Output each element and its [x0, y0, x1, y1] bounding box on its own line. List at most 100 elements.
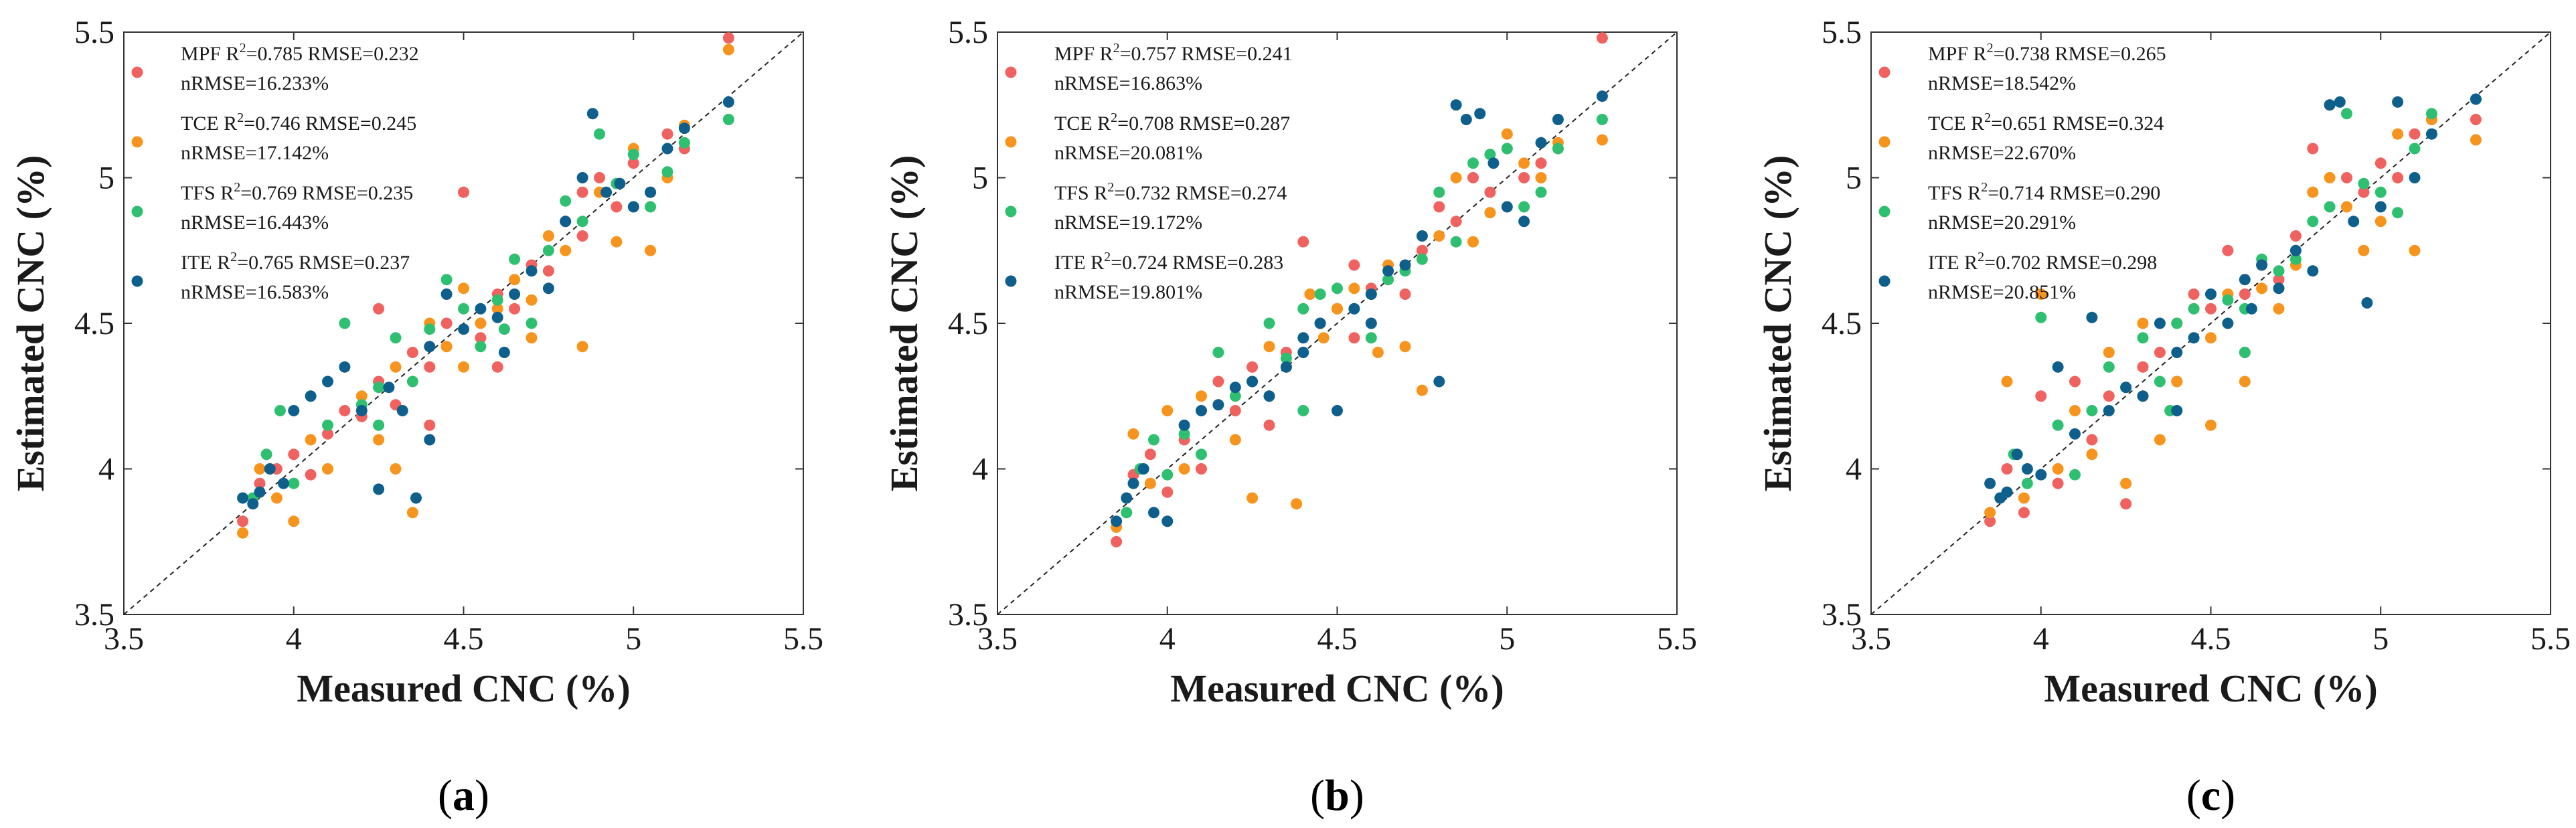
data-point-ite [1297, 332, 1309, 344]
data-point-tce [1484, 207, 1496, 219]
legend-nrmse-line: nRMSE=20.291% [1928, 212, 2076, 234]
data-point-ite [440, 288, 453, 300]
data-point-tce [1127, 428, 1139, 440]
data-point-ite [424, 341, 436, 353]
data-point-ite [1263, 390, 1275, 402]
y-tick-label: 4.5 [948, 306, 988, 341]
data-point-mpf [339, 405, 351, 416]
legend-marker [1005, 205, 1017, 218]
data-point-ite [1450, 99, 1462, 111]
data-point-mpf [661, 128, 673, 140]
legend-stats-line: TCE R2=0.746 RMSE=0.245 [181, 110, 416, 135]
panel-label: (a) [438, 771, 489, 820]
data-point-ite [1535, 137, 1547, 149]
legend-marker [1005, 275, 1017, 287]
legend-marker [1878, 66, 1890, 78]
legend-marker [1005, 136, 1017, 148]
data-point-tce [509, 274, 521, 286]
data-point-ite [526, 265, 538, 277]
panel-label: (b) [1310, 771, 1364, 820]
data-point-ite [1474, 108, 1486, 120]
data-point-ite [254, 486, 266, 498]
data-point-tfs [2171, 317, 2183, 329]
data-point-tfs [2021, 477, 2033, 489]
x-tick-label: 4.5 [444, 621, 484, 657]
data-point-ite [1280, 361, 1292, 373]
data-point-tfs [1178, 428, 1190, 440]
data-point-ite [2334, 96, 2346, 108]
data-point-tfs [491, 294, 503, 306]
legend-stats-line: TFS R2=0.769 RMSE=0.235 [181, 180, 413, 204]
data-point-ite [1297, 347, 1309, 358]
data-point-tce [1433, 230, 1445, 242]
data-point-mpf [627, 157, 639, 169]
data-point-tce [2239, 376, 2251, 388]
data-point-ite [396, 405, 408, 416]
data-point-tfs [678, 137, 690, 149]
data-point-tfs [1484, 149, 1496, 161]
data-point-ite [1137, 463, 1149, 475]
legend-entry-tfs: TFS R2=0.714 RMSE=0.290 nRMSE=20.291% [1878, 180, 2160, 234]
data-point-mpf [424, 361, 436, 373]
data-point-ite [1365, 317, 1377, 329]
data-point-ite [1596, 90, 1608, 102]
legend-nrmse-line: nRMSE=20.081% [1054, 142, 1202, 164]
data-point-ite [2273, 282, 2285, 295]
y-axis-title: Estimated CNC (%) [9, 155, 52, 492]
data-point-tce [2392, 128, 2404, 140]
data-point-tce [475, 317, 487, 329]
legend-entry-tce: TCE R2=0.746 RMSE=0.245 nRMSE=17.142% [131, 110, 416, 164]
data-point-mpf [1433, 201, 1445, 213]
legend-nrmse-line: nRMSE=22.670% [1928, 142, 2076, 164]
data-point-ite [1246, 376, 1259, 388]
data-point-tfs [1518, 201, 1530, 213]
data-point-tfs [498, 323, 510, 335]
y-tick-label: 4 [1846, 452, 1862, 487]
legend-entry-mpf: MPF R2=0.738 RMSE=0.265 nRMSE=18.542% [1878, 41, 2166, 94]
data-point-ite [373, 483, 385, 495]
data-point-mpf [576, 230, 588, 242]
legend-nrmse-line: nRMSE=16.233% [181, 72, 329, 94]
data-point-tfs [2409, 143, 2421, 155]
data-point-ite [2052, 361, 2064, 373]
x-tick-label: 5.5 [2530, 621, 2571, 657]
data-point-ite [661, 143, 673, 155]
data-point-tfs [2222, 294, 2234, 306]
data-point-ite [355, 405, 368, 416]
data-point-mpf [542, 265, 554, 277]
data-point-ite [2361, 297, 2373, 309]
data-point-tfs [627, 149, 639, 161]
series-tfs [247, 114, 734, 504]
y-tick-label: 3.5 [74, 597, 114, 633]
data-point-tce [1161, 405, 1174, 416]
data-point-mpf [2154, 347, 2166, 358]
data-point-mpf [491, 361, 503, 373]
data-point-tce [322, 463, 333, 475]
data-point-ite [1433, 376, 1445, 388]
data-point-ite [2188, 332, 2200, 344]
data-point-tfs [1382, 274, 1394, 286]
data-point-mpf [2392, 172, 2404, 183]
data-point-mpf [1450, 216, 1462, 228]
y-tick-label: 5 [972, 161, 988, 196]
data-point-ite [1111, 515, 1123, 527]
data-point-mpf [2470, 114, 2482, 125]
data-point-mpf [2018, 507, 2030, 519]
data-point-tfs [458, 303, 469, 315]
legend-marker [131, 205, 143, 218]
data-point-tfs [1212, 347, 1224, 358]
legend-marker [1878, 136, 1890, 148]
data-point-ite [2256, 259, 2268, 271]
legend-stats-line: TCE R2=0.651 RMSE=0.324 [1928, 110, 2164, 135]
legend-nrmse-line: nRMSE=16.863% [1054, 72, 1202, 94]
data-point-mpf [2052, 477, 2064, 489]
data-point-tfs [424, 323, 436, 335]
data-point-tce [491, 303, 503, 315]
legend-stats-line: TFS R2=0.714 RMSE=0.290 [1928, 180, 2160, 204]
data-point-tfs [373, 419, 385, 431]
data-point-tfs [406, 376, 418, 388]
data-point-ite [2021, 463, 2033, 475]
data-point-mpf [2374, 157, 2387, 169]
data-point-mpf [1144, 448, 1156, 461]
series-tce [1111, 128, 1608, 533]
